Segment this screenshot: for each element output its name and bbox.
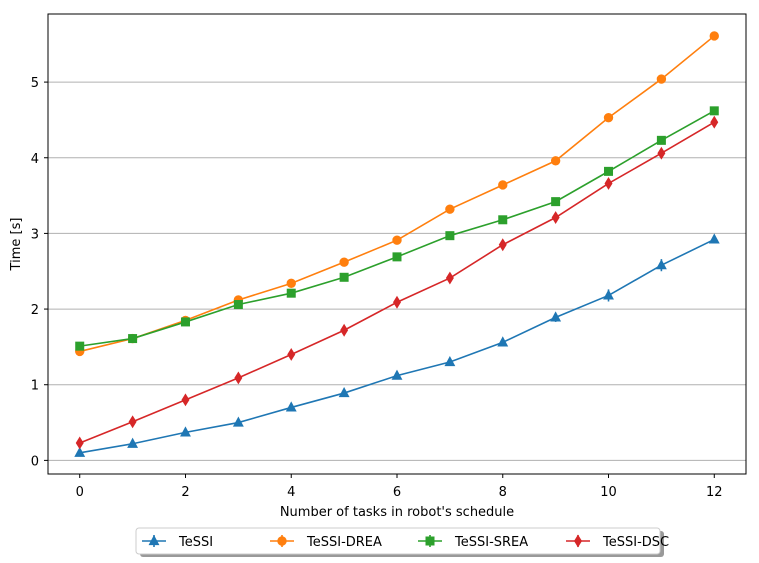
data-point — [603, 112, 614, 123]
data-point — [338, 386, 350, 398]
y-tick-label: 5 — [31, 76, 39, 91]
data-point — [551, 197, 561, 207]
legend-label: TeSSI-SREA — [454, 535, 528, 550]
y-axis-ticks: 0 1 2 3 4 5 — [31, 76, 48, 469]
data-point — [128, 415, 137, 429]
series-1 — [74, 233, 720, 457]
data-point — [710, 115, 719, 129]
data-point — [339, 272, 349, 282]
data-point — [128, 334, 138, 344]
legend-item: TeSSI — [142, 534, 213, 550]
data-point — [550, 311, 562, 322]
x-axis-label: Number of tasks in robot's schedule — [280, 505, 514, 520]
data-point — [655, 259, 667, 270]
y-tick-label: 0 — [31, 454, 39, 469]
legend-label: TeSSI-DSC — [602, 535, 669, 550]
legend-marker — [277, 536, 287, 546]
legend-marker — [148, 534, 160, 546]
x-tick-label: 10 — [600, 485, 617, 500]
data-point — [444, 355, 456, 367]
y-tick-label: 4 — [31, 152, 39, 167]
legend-item: TeSSI-DREA — [270, 535, 382, 550]
data-point — [498, 238, 507, 252]
legend-item: TeSSI-DSC — [566, 534, 669, 550]
series-4 — [75, 115, 719, 450]
data-point — [285, 401, 297, 412]
data-point — [340, 323, 349, 337]
data-point — [393, 295, 401, 309]
data-point — [339, 257, 349, 267]
data-point — [604, 177, 613, 190]
data-point — [445, 204, 455, 214]
data-point — [181, 393, 190, 407]
data-point — [498, 180, 508, 190]
data-point — [656, 135, 666, 145]
data-point — [708, 233, 720, 244]
data-point — [709, 106, 719, 116]
legend-label: TeSSI — [178, 535, 213, 550]
legend-item: TeSSI-SREA — [418, 535, 528, 550]
data-point — [233, 300, 243, 310]
x-tick-label: 6 — [393, 485, 401, 500]
series-3 — [75, 106, 719, 351]
data-point — [287, 348, 296, 361]
data-point — [550, 156, 561, 166]
legend-box — [135, 527, 661, 555]
series-group — [74, 31, 720, 457]
data-point — [392, 252, 402, 262]
x-tick-label: 12 — [706, 485, 723, 500]
data-point — [497, 336, 509, 347]
legend: TeSSI TeSSI-DREA TeSSI-SREA TeSSI-DSC — [135, 527, 669, 557]
data-point — [445, 271, 454, 285]
data-point — [75, 341, 85, 351]
data-point — [286, 288, 296, 298]
grid — [48, 81, 746, 461]
y-tick-label: 1 — [31, 379, 39, 394]
x-tick-label: 0 — [76, 485, 84, 500]
data-point — [74, 446, 86, 457]
data-point — [127, 437, 139, 448]
data-point — [392, 235, 402, 245]
data-point — [180, 317, 190, 327]
x-tick-label: 2 — [181, 485, 189, 500]
data-point — [498, 215, 508, 225]
plot-frame — [47, 13, 747, 475]
y-tick-label: 3 — [31, 227, 39, 242]
data-point — [234, 371, 243, 385]
data-point — [445, 231, 455, 241]
data-point — [286, 278, 296, 289]
x-tick-label: 8 — [499, 485, 507, 500]
data-point — [604, 166, 614, 176]
data-point — [180, 426, 191, 437]
legend-marker — [574, 534, 582, 548]
x-tick-label: 4 — [287, 485, 295, 500]
data-point — [657, 146, 666, 160]
y-tick-label: 2 — [31, 303, 39, 318]
legend-marker — [425, 536, 435, 546]
data-point — [75, 436, 84, 450]
data-point — [232, 416, 244, 427]
x-axis-ticks: 0 2 4 6 8 10 12 — [76, 474, 723, 500]
y-axis-label: Time [s] — [9, 218, 24, 272]
legend-label: TeSSI-DREA — [306, 535, 382, 550]
data-point — [391, 369, 403, 380]
data-point — [656, 74, 667, 84]
data-point — [551, 211, 560, 224]
data-point — [603, 289, 614, 300]
data-point — [709, 31, 719, 41]
